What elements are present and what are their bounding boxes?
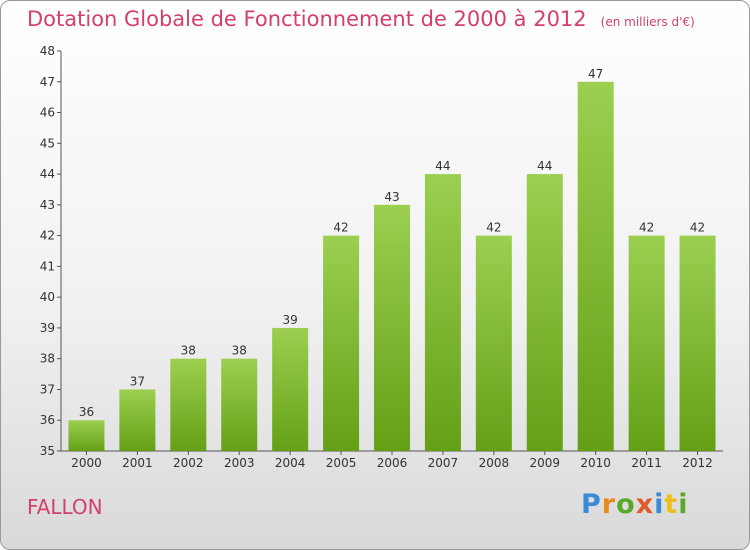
bar-2008: [475, 235, 512, 451]
data-label-2012: 42: [690, 221, 705, 235]
bar-2012: [679, 235, 716, 451]
x-tick-label-2007: 2007: [428, 456, 459, 470]
y-tick-label: 35: [40, 444, 55, 458]
bar-2011: [628, 235, 665, 451]
data-label-2000: 36: [79, 405, 94, 419]
y-tick-label: 42: [40, 229, 55, 243]
y-tick-label: 41: [40, 259, 55, 273]
y-tick-label: 45: [40, 136, 55, 150]
x-tick-label-2006: 2006: [377, 456, 408, 470]
bar-2003: [221, 358, 258, 451]
x-tick-label-2010: 2010: [580, 456, 611, 470]
y-tick-label: 40: [40, 290, 55, 304]
x-tick-label-2011: 2011: [631, 456, 662, 470]
x-tick-label-2000: 2000: [71, 456, 102, 470]
commune-name: FALLON: [27, 495, 103, 519]
proxiti-logo: Proxiti: [581, 489, 689, 520]
bar-2005: [323, 235, 360, 451]
x-tick-label-2005: 2005: [326, 456, 357, 470]
bar-2007: [424, 174, 461, 452]
y-tick-label: 47: [40, 75, 55, 89]
x-tick-label-2008: 2008: [479, 456, 510, 470]
y-tick-label: 39: [40, 321, 55, 335]
data-label-2001: 37: [130, 374, 145, 388]
y-tick-label: 37: [40, 382, 55, 396]
y-tick-label: 38: [40, 352, 55, 366]
y-tick-label: 36: [40, 413, 55, 427]
x-tick-label-2003: 2003: [224, 456, 255, 470]
y-tick-label: 46: [40, 106, 55, 120]
x-tick-label-2001: 2001: [122, 456, 153, 470]
data-label-2010: 47: [588, 67, 603, 81]
bar-2006: [374, 204, 410, 451]
y-tick-label: 48: [40, 44, 55, 58]
bar-2000: [68, 420, 105, 451]
data-label-2005: 42: [333, 221, 348, 235]
data-label-2007: 44: [435, 159, 450, 173]
chart-title: Dotation Globale de Fonctionnement de 20…: [27, 7, 695, 31]
data-label-2008: 42: [486, 221, 501, 235]
y-tick-label: 44: [40, 167, 55, 181]
title-text: Dotation Globale de Fonctionnement de 20…: [27, 7, 587, 31]
data-label-2003: 38: [232, 344, 247, 358]
data-label-2009: 44: [537, 159, 552, 173]
bar-2009: [526, 174, 563, 452]
bar-2004: [272, 327, 309, 451]
x-tick-label-2002: 2002: [173, 456, 204, 470]
data-label-2002: 38: [181, 344, 196, 358]
bar-2001: [119, 389, 156, 451]
x-tick-label-2012: 2012: [682, 456, 713, 470]
bar-2002: [170, 358, 207, 451]
data-label-2011: 42: [639, 221, 654, 235]
data-label-2006: 43: [384, 190, 399, 204]
x-tick-label-2009: 2009: [529, 456, 560, 470]
unit-note: (en milliers d'€): [600, 15, 695, 29]
y-tick-label: 43: [40, 198, 55, 212]
x-tick-label-2004: 2004: [275, 456, 306, 470]
bar-2010: [577, 81, 614, 452]
data-label-2004: 39: [283, 313, 298, 327]
